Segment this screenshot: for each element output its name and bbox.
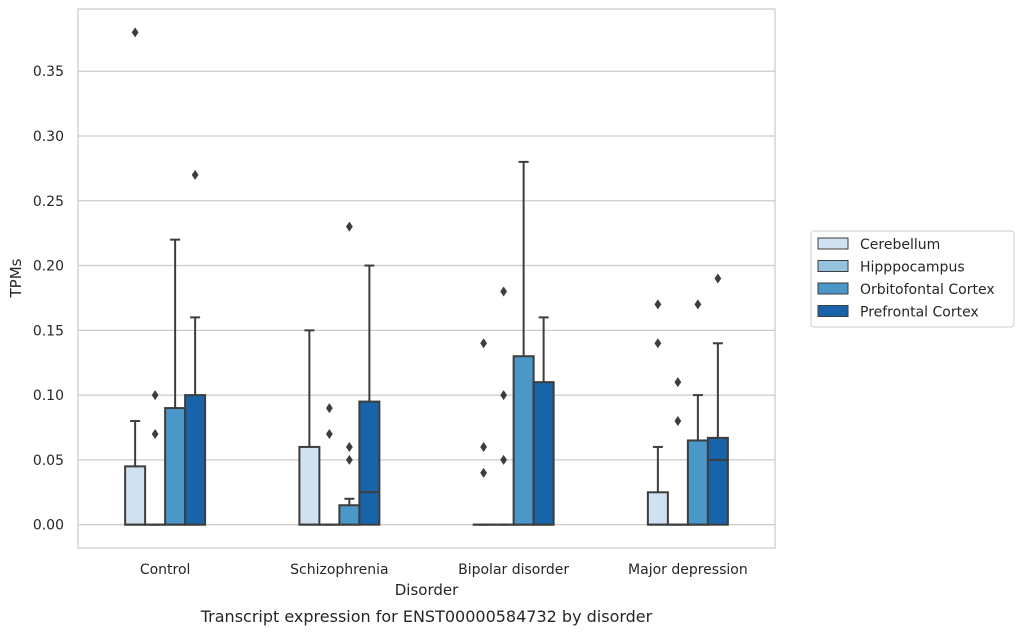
- y-tick-label: 0.25: [33, 194, 64, 210]
- legend-label: Orbitofontal Cortex: [860, 282, 995, 298]
- outlier-point: [500, 390, 507, 400]
- outlier-point: [674, 377, 681, 387]
- chart-caption: Transcript expression for ENST0000058473…: [200, 607, 653, 626]
- outlier-point: [346, 455, 353, 465]
- outlier-point: [500, 286, 507, 296]
- box: [534, 382, 554, 525]
- outlier-point: [152, 390, 159, 400]
- box-group: [648, 299, 668, 524]
- box: [185, 395, 205, 525]
- y-tick-labels: 0.00 0.05 0.10 0.15 0.20 0.25 0.30 0.35: [33, 64, 64, 533]
- box-group: [145, 390, 165, 525]
- outlier-point: [500, 455, 507, 465]
- outlier-point: [132, 27, 139, 37]
- outlier-point: [654, 299, 661, 309]
- x-tick-label: Schizophrenia: [290, 562, 388, 578]
- x-tick-labels: Control Schizophrenia Bipolar disorder Majo…: [140, 562, 748, 578]
- x-axis-title: Disorder: [395, 581, 459, 599]
- box-group: [494, 286, 514, 524]
- outlier-point: [346, 442, 353, 452]
- box: [688, 440, 708, 524]
- outlier-point: [480, 468, 487, 478]
- outlier-point: [694, 299, 701, 309]
- outlier-point: [192, 170, 199, 180]
- box-group: [185, 170, 205, 525]
- box: [125, 466, 145, 524]
- legend-label: Prefrontal Cortex: [860, 305, 979, 321]
- box: [165, 408, 185, 525]
- x-tick-label: Control: [140, 562, 191, 578]
- box-group: [688, 299, 708, 524]
- box-group: [668, 377, 688, 525]
- legend-swatch: [818, 306, 848, 317]
- box: [648, 492, 668, 524]
- y-tick-label: 0.35: [33, 64, 64, 80]
- outlier-point: [480, 442, 487, 452]
- x-tick-label: Major depression: [628, 562, 748, 578]
- outlier-point: [654, 338, 661, 348]
- outlier-point: [480, 338, 487, 348]
- box-group: [125, 27, 145, 524]
- y-tick-label: 0.00: [33, 518, 64, 534]
- outlier-point: [346, 222, 353, 232]
- legend-label: Hipppocampus: [860, 260, 965, 276]
- legend-swatch: [818, 238, 848, 249]
- box-group: [339, 222, 359, 525]
- outlier-point: [674, 416, 681, 426]
- box-group: [708, 274, 728, 525]
- box: [514, 356, 534, 524]
- box-group: [319, 403, 339, 525]
- y-tick-label: 0.20: [33, 259, 64, 275]
- box-group: [165, 240, 185, 525]
- y-tick-label: 0.10: [33, 388, 64, 404]
- legend-swatch: [818, 261, 848, 272]
- x-tick-label: Bipolar disorder: [458, 562, 569, 578]
- box: [299, 447, 319, 525]
- box: [339, 505, 359, 524]
- legend-swatch: [818, 283, 848, 294]
- box-group: [514, 162, 534, 525]
- y-tick-label: 0.05: [33, 453, 64, 469]
- legend-label: Cerebellum: [860, 237, 940, 253]
- box-group: [474, 338, 494, 524]
- y-axis-title: TPMs: [7, 258, 25, 298]
- outlier-point: [326, 403, 333, 413]
- box: [708, 438, 728, 525]
- box-group: [299, 330, 319, 524]
- y-tick-label: 0.30: [33, 129, 64, 145]
- outlier-point: [152, 429, 159, 439]
- box-group: [534, 317, 554, 524]
- y-tick-label: 0.15: [33, 323, 64, 339]
- outlier-point: [326, 429, 333, 439]
- box-layer: [125, 27, 728, 524]
- legend: Cerebellum Hipppocampus Orbitofontal Corte…: [811, 231, 1014, 327]
- outlier-point: [714, 274, 721, 284]
- box: [359, 402, 379, 525]
